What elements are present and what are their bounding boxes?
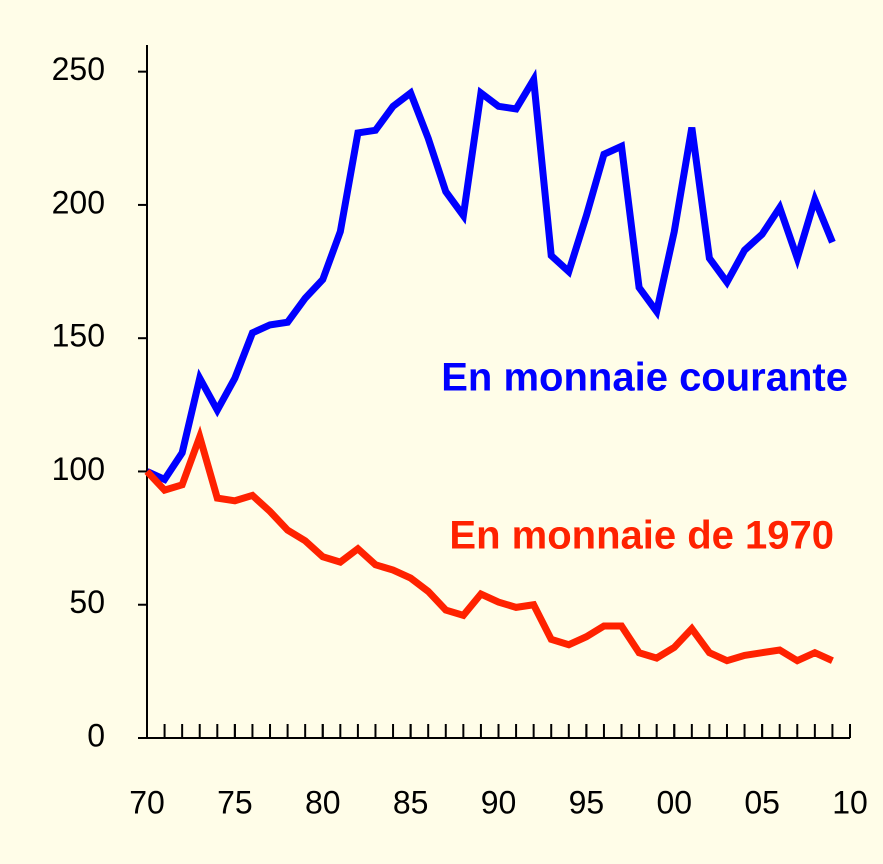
x-tick-label: 85: [393, 784, 429, 820]
y-tick-label: 200: [52, 184, 105, 220]
x-tick-label: 00: [656, 784, 692, 820]
x-tick-label: 10: [832, 784, 868, 820]
y-tick-label: 0: [87, 717, 105, 753]
x-tick-label: 80: [305, 784, 341, 820]
x-tick-label: 95: [569, 784, 605, 820]
y-tick-label: 250: [52, 51, 105, 87]
line-series: [144, 425, 834, 665]
x-tick-label: 75: [217, 784, 253, 820]
y-tick-label: 150: [52, 318, 105, 354]
series-label: En monnaie courante: [441, 356, 848, 400]
y-tick-label: 100: [52, 451, 105, 487]
x-tick-label: 70: [129, 784, 165, 820]
line-series: [145, 68, 836, 484]
x-tick-label: 05: [744, 784, 780, 820]
series-label: En monnaie de 1970: [449, 514, 834, 558]
y-tick-label: 50: [69, 584, 105, 620]
x-tick-label: 90: [481, 784, 517, 820]
